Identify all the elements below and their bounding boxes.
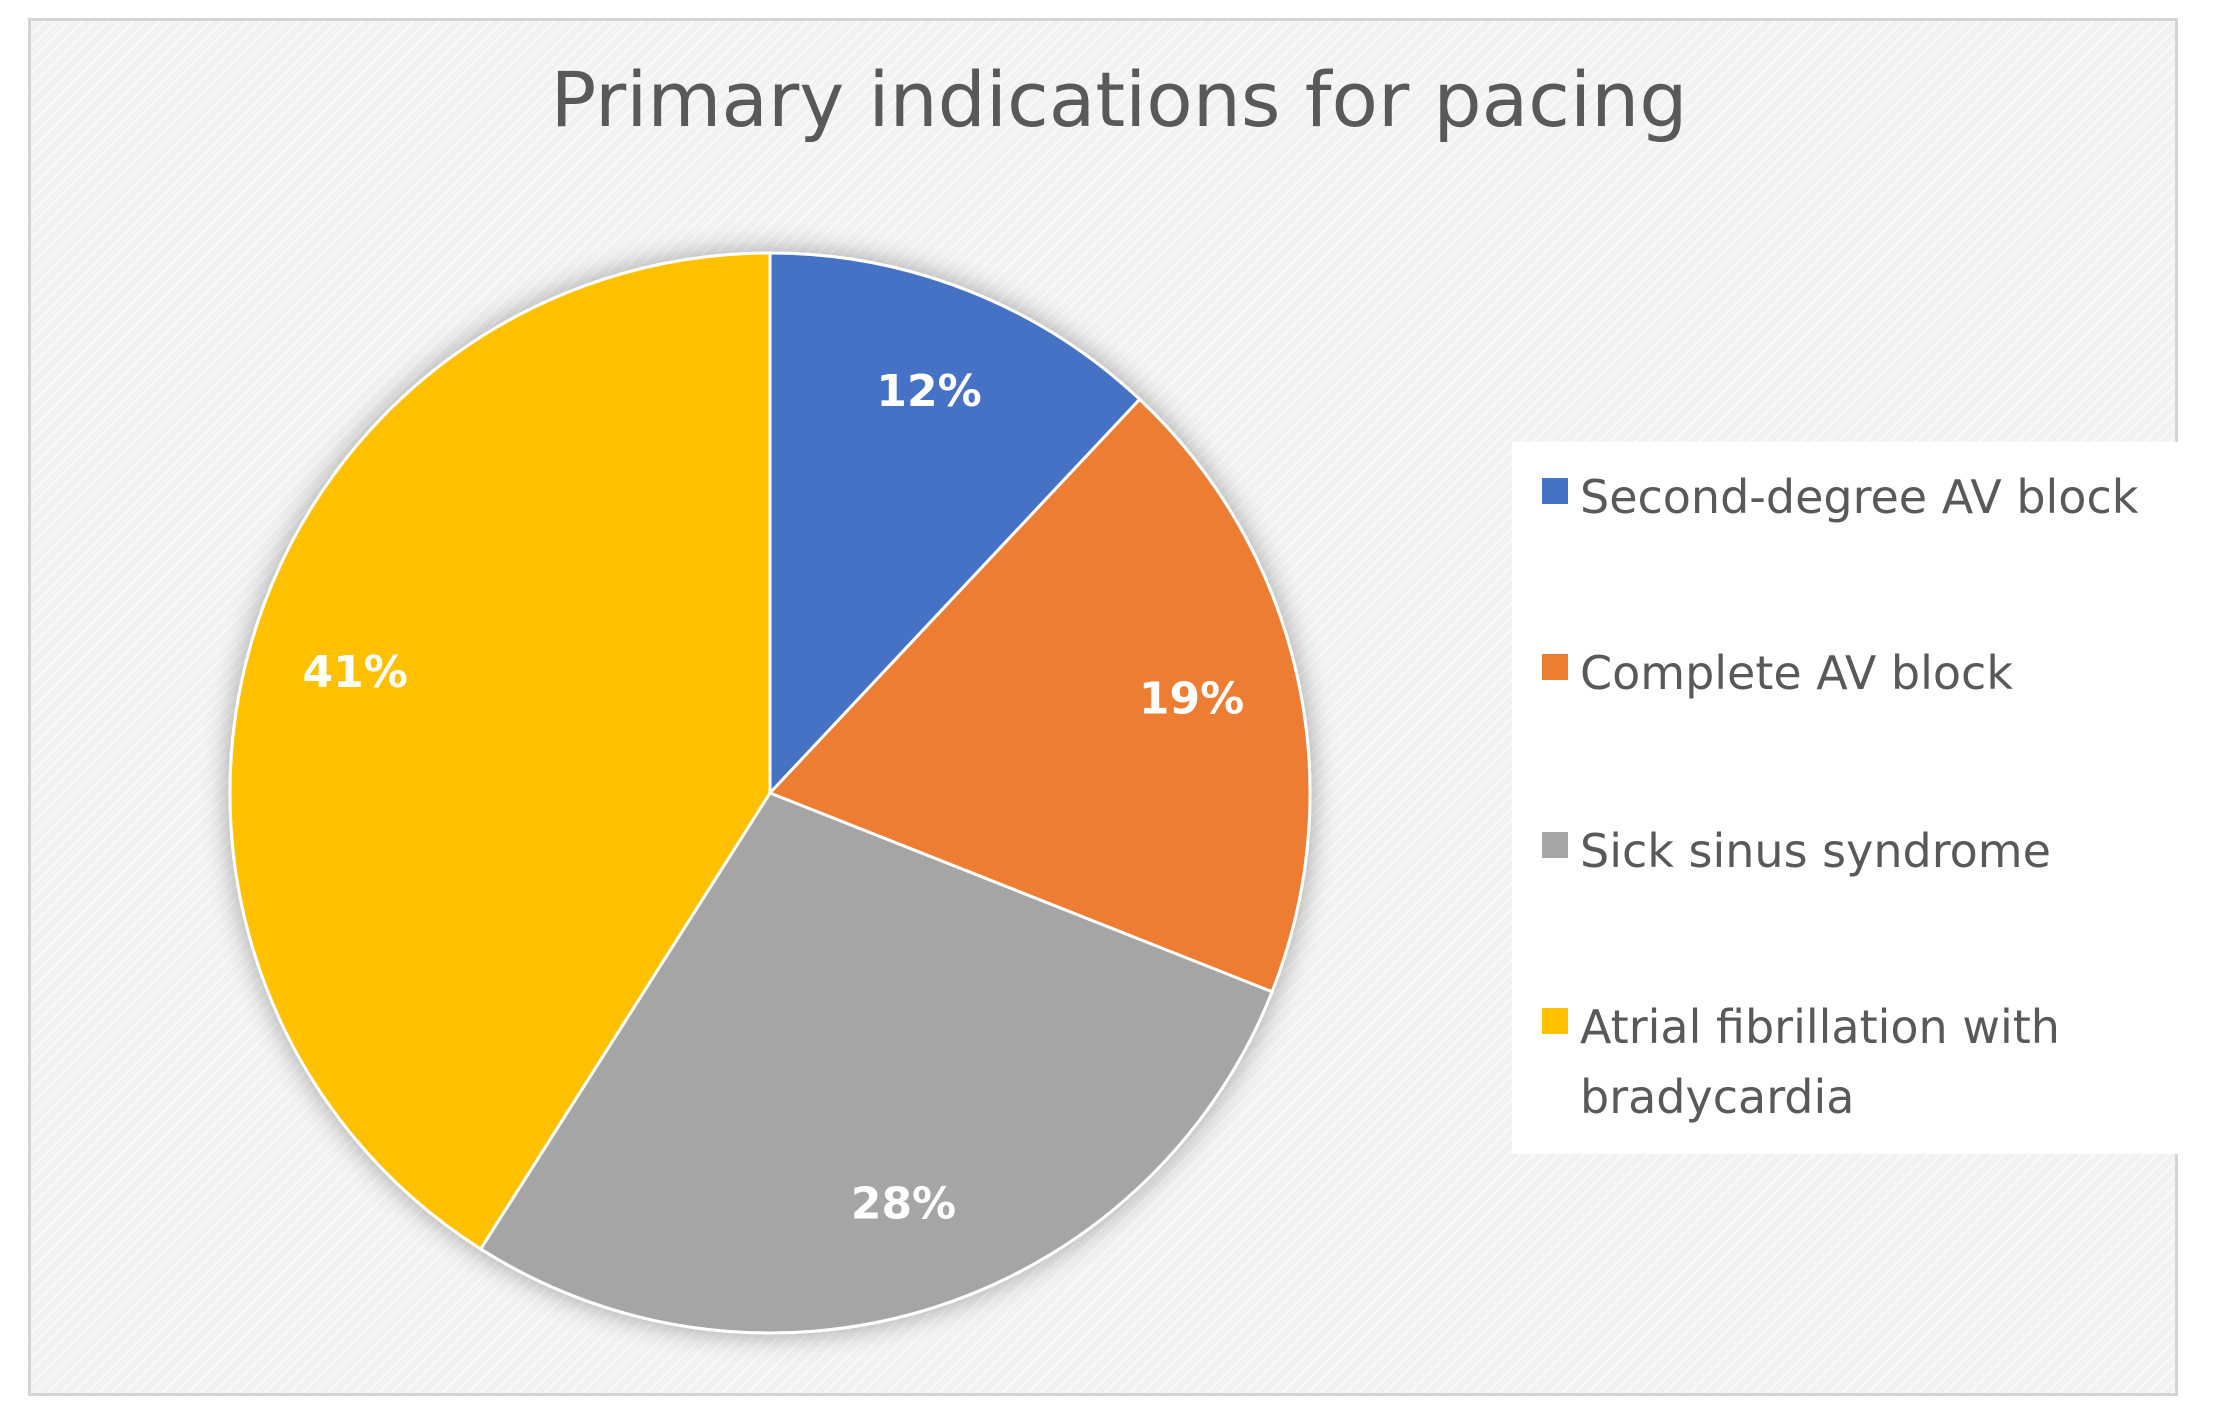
pie-slice-atrial-fibrillation-with-bradycardia — [228, 251, 772, 1252]
legend-item-complete-av-block: Complete AV block — [1542, 638, 2180, 708]
legend-item-second-degree-av-block: Second-degree AV block — [1542, 462, 2180, 532]
data-label: 19% — [1139, 673, 1244, 724]
pie-slice-sick-sinus-syndrome — [478, 791, 1275, 1335]
legend-item-sick-sinus-syndrome: Sick sinus syndrome — [1542, 816, 2180, 886]
data-label: 12% — [876, 366, 981, 417]
legend-label: Second-degree AV block — [1580, 470, 2139, 524]
legend: Second-degree AV block Complete AV block… — [1512, 442, 2178, 1154]
pie-slice-second-degree-av-block — [768, 251, 1142, 797]
data-label: 28% — [851, 1178, 956, 1229]
legend-item-atrial-fibrillation-with-bradycardia: Atrial fibrillation with bradycardia — [1542, 992, 2180, 1132]
legend-label: Complete AV block — [1580, 646, 2013, 700]
legend-swatch — [1542, 1008, 1568, 1034]
legend-swatch — [1542, 832, 1568, 858]
pie-slice-complete-av-block — [767, 397, 1312, 994]
legend-swatch — [1542, 478, 1568, 504]
legend-swatch — [1542, 654, 1568, 680]
legend-label: Sick sinus syndrome — [1580, 824, 2051, 878]
chart-title: Primary indications for pacing — [550, 55, 1688, 144]
legend-label: Atrial fibrillation with bradycardia — [1580, 1000, 2060, 1124]
data-label: 41% — [302, 647, 407, 698]
